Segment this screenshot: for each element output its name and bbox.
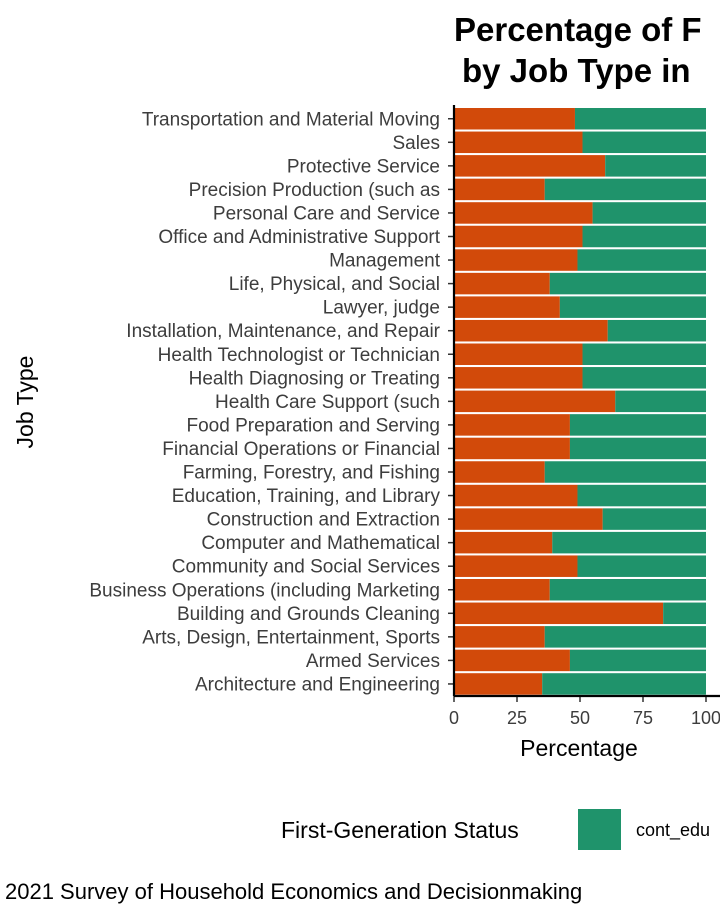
x-tick-label-75: 75 — [633, 708, 653, 728]
category-label-education-training-and-library: Education, Training, and Library — [172, 486, 441, 507]
bars — [454, 108, 706, 695]
bar-food-preparation-and-serving-segment-1 — [454, 414, 570, 436]
bar-office-and-administrative-support-segment-1 — [454, 225, 583, 248]
x-tick-label-25: 25 — [507, 708, 527, 728]
bar-personal-care-and-service-segment-1 — [454, 202, 593, 224]
bar-health-diagnosing-or-treating-segment-1 — [454, 367, 583, 389]
bar-education-training-and-library-segment-2 — [577, 484, 706, 507]
x-tick-label-100: 100 — [691, 708, 720, 728]
bar-arts-design-entertainment-sports-segment-2 — [544, 626, 706, 648]
category-labels: Transportation and Material MovingSalesP… — [89, 109, 440, 695]
bar-precision-production-such-as-segment-2 — [544, 178, 706, 201]
bar-precision-production-such-as-segment-1 — [454, 178, 545, 201]
bar-building-and-grounds-cleaning-segment-2 — [663, 602, 706, 625]
bar-personal-care-and-service-segment-2 — [592, 202, 706, 224]
bar-business-operations-including-marketing-segment-2 — [549, 579, 706, 601]
bar-community-and-social-services-segment-1 — [454, 555, 578, 577]
bar-life-physical-and-social-segment-2 — [549, 272, 706, 295]
category-label-architecture-and-engineering: Architecture and Engineering — [195, 674, 440, 695]
category-label-protective-service: Protective Service — [287, 156, 440, 177]
bar-farming-forestry-and-fishing-segment-2 — [544, 461, 706, 483]
bar-management-segment-1 — [454, 249, 578, 271]
category-label-personal-care-and-service: Personal Care and Service — [213, 203, 440, 224]
bar-architecture-and-engineering-segment-2 — [542, 673, 706, 695]
bar-armed-services-segment-1 — [454, 649, 570, 672]
bar-computer-and-mathematical-segment-1 — [454, 531, 553, 554]
bar-life-physical-and-social-segment-1 — [454, 272, 550, 295]
bar-health-diagnosing-or-treating-segment-2 — [582, 367, 706, 389]
category-label-management: Management — [329, 251, 441, 272]
bar-sales-segment-1 — [454, 131, 583, 154]
category-label-computer-and-mathematical: Computer and Mathematical — [201, 533, 440, 554]
legend-swatch-cont-edu — [578, 809, 621, 850]
legend: First-Generation Status cont_edu — [281, 809, 710, 850]
category-label-armed-services: Armed Services — [306, 651, 440, 672]
bar-transportation-and-material-moving-segment-2 — [574, 108, 706, 130]
category-label-food-preparation-and-serving: Food Preparation and Serving — [187, 415, 441, 436]
bar-arts-design-entertainment-sports-segment-1 — [454, 626, 545, 648]
bar-financial-operations-or-financial-segment-2 — [569, 437, 706, 460]
bar-health-technologist-or-technician-segment-2 — [582, 343, 706, 365]
bar-sales-segment-2 — [582, 131, 706, 154]
y-axis-title: Job Type — [12, 356, 38, 449]
bar-construction-and-extraction-segment-1 — [454, 508, 603, 530]
category-label-financial-operations-or-financial: Financial Operations or Financial — [162, 439, 440, 460]
bar-community-and-social-services-segment-2 — [577, 555, 706, 577]
x-tick-label-50: 50 — [570, 708, 590, 728]
chart-title-line-1: Percentage of F — [454, 11, 702, 48]
category-label-building-and-grounds-cleaning: Building and Grounds Cleaning — [177, 604, 440, 625]
bar-computer-and-mathematical-segment-2 — [552, 531, 706, 554]
legend-title: First-Generation Status — [281, 817, 519, 843]
bar-health-care-support-such-segment-2 — [615, 390, 706, 413]
category-label-precision-production-such-as: Precision Production (such as — [189, 180, 440, 201]
category-label-sales: Sales — [392, 133, 440, 154]
bar-construction-and-extraction-segment-2 — [602, 508, 706, 530]
category-label-transportation-and-material-moving: Transportation and Material Moving — [142, 109, 440, 130]
category-label-health-care-support-such: Health Care Support (such — [215, 392, 440, 413]
category-label-health-diagnosing-or-treating: Health Diagnosing or Treating — [189, 368, 440, 389]
bar-building-and-grounds-cleaning-segment-1 — [454, 602, 664, 625]
category-label-office-and-administrative-support: Office and Administrative Support — [158, 227, 440, 248]
bar-farming-forestry-and-fishing-segment-1 — [454, 461, 545, 483]
bar-food-preparation-and-serving-segment-2 — [569, 414, 706, 436]
bar-protective-service-segment-2 — [605, 155, 706, 177]
bar-installation-maintenance-and-repair-segment-2 — [607, 319, 706, 342]
chart-title-line-2: by Job Type in — [462, 52, 691, 89]
legend-label-cont-edu: cont_edu — [636, 820, 710, 841]
x-tick-label-0: 0 — [449, 708, 459, 728]
category-label-health-technologist-or-technician: Health Technologist or Technician — [158, 345, 440, 366]
bar-installation-maintenance-and-repair-segment-1 — [454, 319, 608, 342]
category-label-life-physical-and-social: Life, Physical, and Social — [229, 274, 440, 295]
bar-armed-services-segment-2 — [569, 649, 706, 672]
category-label-lawyer-judge: Lawyer, judge — [323, 298, 440, 319]
bar-office-and-administrative-support-segment-2 — [582, 225, 706, 248]
bar-lawyer-judge-segment-1 — [454, 296, 560, 318]
bar-health-care-support-such-segment-1 — [454, 390, 616, 413]
bar-education-training-and-library-segment-1 — [454, 484, 578, 507]
category-label-business-operations-including-marketing: Business Operations (including Marketing — [89, 580, 440, 601]
bar-lawyer-judge-segment-2 — [559, 296, 706, 318]
category-label-installation-maintenance-and-repair: Installation, Maintenance, and Repair — [126, 321, 440, 342]
bar-protective-service-segment-1 — [454, 155, 606, 177]
x-axis-title: Percentage — [520, 735, 638, 761]
bar-architecture-and-engineering-segment-1 — [454, 673, 543, 695]
category-label-arts-design-entertainment-sports: Arts, Design, Entertainment, Sports — [142, 627, 440, 648]
category-label-community-and-social-services: Community and Social Services — [172, 557, 440, 578]
bar-financial-operations-or-financial-segment-1 — [454, 437, 570, 460]
bar-health-technologist-or-technician-segment-1 — [454, 343, 583, 365]
bar-management-segment-2 — [577, 249, 706, 271]
chart-caption: 2021 Survey of Household Economics and D… — [5, 879, 582, 904]
category-label-farming-forestry-and-fishing: Farming, Forestry, and Fishing — [183, 463, 440, 484]
bar-business-operations-including-marketing-segment-1 — [454, 579, 550, 601]
bar-transportation-and-material-moving-segment-1 — [454, 108, 575, 130]
category-label-construction-and-extraction: Construction and Extraction — [207, 510, 440, 531]
